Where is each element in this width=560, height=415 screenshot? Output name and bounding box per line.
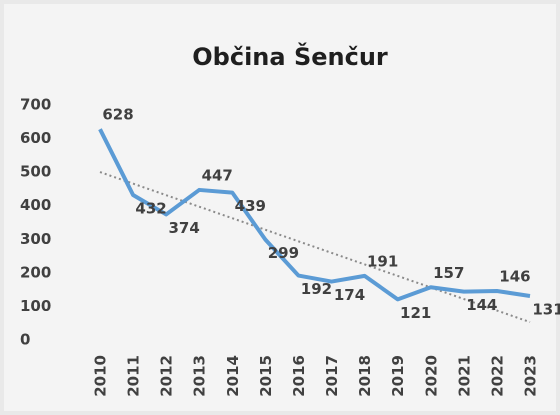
data-label: 191 (367, 252, 398, 270)
x-tick-label: 2022 (488, 355, 506, 397)
data-label: 121 (400, 304, 431, 322)
x-tick-label: 2016 (290, 355, 308, 397)
data-label: 447 (202, 166, 233, 184)
data-label: 131 (532, 301, 560, 319)
x-tick-label: 2020 (422, 355, 440, 397)
x-tick-label: 2023 (522, 355, 540, 397)
y-tick-label: 0 (20, 331, 30, 349)
x-tick-label: 2019 (389, 355, 407, 397)
data-label: 146 (499, 267, 530, 285)
x-tick-label: 2011 (125, 355, 143, 397)
data-label: 192 (301, 280, 332, 298)
data-label: 432 (135, 199, 166, 217)
data-label: 157 (433, 264, 464, 282)
y-tick-label: 100 (20, 297, 51, 315)
data-label: 144 (466, 296, 497, 314)
x-tick-label: 2014 (224, 355, 242, 397)
y-tick-label: 700 (20, 96, 51, 114)
y-tick-label: 500 (20, 163, 51, 181)
trendline (99, 171, 531, 324)
y-tick-label: 600 (20, 129, 51, 147)
y-tick-label: 200 (20, 263, 51, 281)
data-label: 374 (168, 219, 199, 237)
y-tick-label: 400 (20, 196, 51, 214)
x-tick-label: 2015 (257, 355, 275, 397)
x-tick-label: 2010 (92, 355, 110, 397)
x-tick-label: 2013 (191, 355, 209, 397)
x-tick-label: 2017 (323, 355, 341, 397)
data-label: 439 (235, 197, 266, 215)
chart-background (4, 4, 556, 411)
data-label: 299 (268, 244, 299, 262)
data-label: 628 (102, 106, 133, 124)
data-line (98, 128, 531, 302)
data-label: 174 (334, 286, 365, 304)
x-tick-label: 2021 (455, 355, 473, 397)
y-tick-label: 300 (20, 230, 51, 248)
x-tick-label: 2012 (158, 355, 176, 397)
x-tick-label: 2018 (356, 355, 374, 397)
chart-title: Občina Šenčur (192, 41, 388, 71)
